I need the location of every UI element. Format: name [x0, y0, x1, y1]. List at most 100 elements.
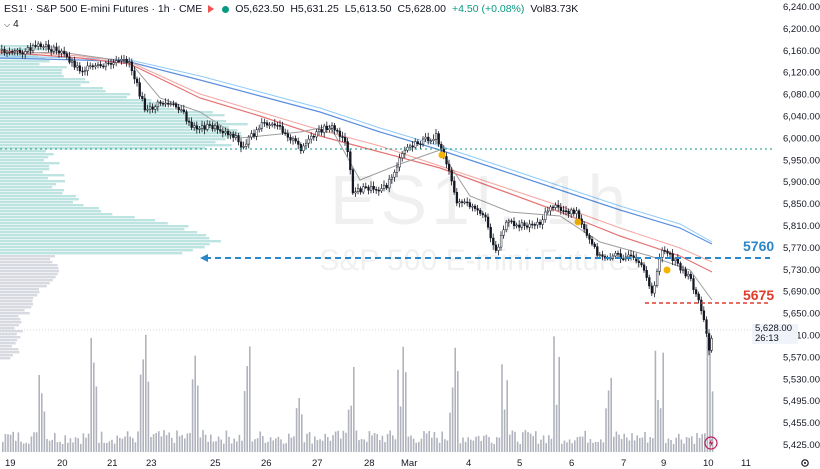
candle-body: [575, 210, 578, 214]
chart-legend: ES1! · S&P 500 E-mini Futures · 1h · CME…: [4, 3, 578, 15]
volume-bar: [696, 432, 698, 452]
gear-icon[interactable]: [800, 458, 810, 468]
candle-body: [99, 64, 102, 67]
candle-body: [437, 133, 440, 145]
volume-bar: [111, 439, 113, 452]
time-axis-label: 7: [621, 458, 626, 469]
candle-body: [138, 82, 141, 97]
candle-body: [94, 65, 97, 68]
volume-bar: [555, 404, 558, 452]
candle-body: [388, 178, 391, 189]
volume-bar: [225, 430, 228, 452]
level-label-5675: 5675: [743, 287, 775, 303]
volume-bar: [423, 431, 425, 452]
profile-bar: [0, 318, 21, 321]
candle-body: [710, 338, 713, 351]
volume-bar: [496, 437, 498, 452]
price-axis-label: 5,650.00: [783, 309, 820, 320]
volume-bar: [568, 439, 571, 452]
legend-title[interactable]: ES1! · S&P 500 E-mini Futures · 1h · CME: [4, 3, 202, 15]
volume-bar: [576, 437, 579, 452]
price-axis[interactable]: 6,240.00 6,200.00 6,160.00 6,120.00 6,080.00…: [783, 2, 820, 451]
profile-bar: [0, 144, 232, 147]
volume-bar: [334, 431, 337, 452]
candle-body: [328, 128, 331, 131]
lightning-icon[interactable]: [704, 436, 718, 450]
profile-bar: [0, 201, 73, 204]
volume-bar: [405, 372, 407, 452]
profile-bar: [0, 279, 53, 282]
profile-bar: [0, 333, 17, 336]
time-axis[interactable]: 19 20 21 23 25 26 27 28 Mar 4 5 6 7 9 10 11: [5, 458, 751, 469]
volume-bar: [613, 436, 615, 452]
volume-bar: [425, 433, 428, 452]
volume-bar: [194, 355, 196, 452]
volume-bar: [584, 430, 586, 452]
volume-bar: [501, 364, 503, 452]
candle-body: [91, 65, 95, 68]
profile-bar: [0, 303, 34, 306]
volume-bar: [615, 431, 618, 452]
price-axis-label: 5,530.00: [783, 374, 820, 385]
indicators-toggle[interactable]: ⌵ 4: [4, 19, 19, 30]
volume-bar: [464, 441, 467, 452]
profile-bar: [0, 219, 156, 222]
candle-body: [213, 125, 217, 130]
candle-body: [614, 253, 617, 257]
volume-bar: [571, 443, 573, 452]
profile-bar: [0, 159, 44, 162]
candle-body: [398, 157, 401, 168]
volume-bar: [259, 431, 261, 452]
profile-bar: [0, 99, 152, 102]
candle-body: [382, 184, 386, 189]
time-axis-label: 19: [5, 458, 16, 469]
profile-bar: [0, 351, 20, 354]
volume-bar: [202, 430, 204, 452]
volume-bar: [150, 437, 152, 452]
volume-bar: [74, 437, 77, 452]
candle-body: [164, 102, 167, 105]
volume-bar: [272, 440, 274, 452]
volume-bar: [256, 438, 259, 452]
profile-bar: [0, 252, 183, 255]
profile-bar: [0, 156, 49, 159]
profile-bar: [0, 48, 45, 51]
sma-line: [0, 51, 713, 301]
volume-bar: [301, 414, 303, 452]
flag-icon[interactable]: [208, 4, 216, 14]
volume-bar: [384, 442, 386, 452]
candle-body: [510, 220, 513, 223]
volume-bar: [620, 438, 623, 452]
volume-bar: [529, 433, 532, 452]
volume-bar: [124, 436, 126, 452]
candle-body: [78, 65, 82, 72]
profile-bar: [0, 195, 76, 198]
profile-bar: [0, 357, 11, 360]
candle-body: [427, 136, 430, 142]
volume-bar: [386, 434, 389, 452]
candle-body: [629, 254, 633, 257]
legend-separator: ·: [29, 3, 34, 15]
event-marker: [438, 151, 446, 159]
candle-body: [3, 49, 6, 53]
candle-body: [351, 169, 355, 194]
candle-body: [104, 62, 108, 67]
volume-bar: [106, 443, 108, 452]
candle-body: [224, 131, 227, 134]
time-axis-label: 23: [146, 458, 157, 469]
candles: [0, 39, 713, 356]
volume-bar: [12, 431, 14, 452]
candle-body: [702, 310, 706, 320]
profile-bar: [0, 129, 238, 132]
candle-body: [180, 109, 183, 111]
time-axis-label: 10: [703, 458, 714, 469]
candle-body: [76, 65, 79, 68]
profile-bar: [0, 225, 189, 228]
volume-bar: [176, 430, 178, 452]
volume-bar: [246, 366, 248, 452]
profile-bar: [0, 189, 64, 192]
event-marker: [574, 218, 582, 226]
candle-body: [219, 129, 222, 132]
